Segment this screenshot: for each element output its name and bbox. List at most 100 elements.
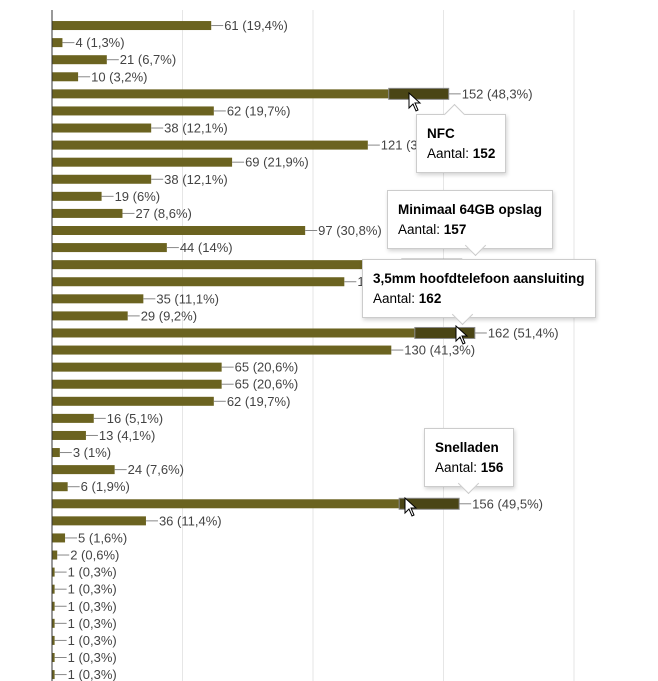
bar[interactable] [52, 140, 368, 150]
bar[interactable] [52, 516, 146, 526]
bar[interactable] [52, 328, 475, 338]
data-label: 1 (0,3%) [68, 667, 117, 681]
data-label: 156 (49,5%) [472, 496, 543, 511]
bar[interactable] [52, 499, 460, 509]
bar[interactable] [52, 72, 79, 82]
data-label: 1 (0,3%) [68, 582, 117, 597]
tooltip-value: 156 [480, 460, 504, 475]
tooltip-title: Snelladen [435, 440, 499, 455]
data-label: 1 (0,3%) [68, 633, 117, 648]
data-label: 24 (7,6%) [128, 462, 184, 477]
data-label: 152 (48,3%) [462, 86, 533, 101]
data-label: 69 (21,9%) [245, 155, 309, 170]
tooltip-value-label: Aantal: [427, 146, 470, 161]
bar[interactable] [52, 260, 462, 270]
bar[interactable] [52, 106, 214, 116]
data-label: 2 (0,6%) [70, 548, 119, 563]
tooltip-hoofdtelefoon-aansluiting: 3,5mm hoofdtelefoon aansluiting Aantal: … [362, 259, 596, 326]
bar[interactable] [52, 550, 58, 560]
data-label: 38 (12,1%) [164, 172, 228, 187]
bar[interactable] [52, 584, 55, 594]
bar[interactable] [52, 533, 66, 543]
bar[interactable] [52, 157, 233, 167]
data-label: 65 (20,6%) [235, 360, 299, 375]
data-label: 10 (3,2%) [91, 69, 147, 84]
data-label: 97 (30,8%) [318, 223, 382, 238]
tooltip-value-row: Aantal: 152 [427, 144, 495, 164]
tooltip-value-label: Aantal: [373, 291, 416, 306]
data-label: 35 (11,1%) [156, 291, 219, 306]
bar[interactable] [52, 21, 212, 31]
bar[interactable] [52, 618, 55, 628]
bar[interactable] [52, 277, 345, 287]
data-label: 3 (1%) [73, 445, 111, 460]
bar[interactable] [52, 670, 55, 680]
bar[interactable] [52, 448, 60, 458]
tooltip-title: 3,5mm hoofdtelefoon aansluiting [373, 271, 585, 286]
tooltip-value: 162 [418, 291, 442, 306]
data-label: 130 (41,3%) [404, 343, 475, 358]
mouse-pointer-icon [455, 325, 469, 345]
bar[interactable] [52, 567, 55, 577]
data-label: 1 (0,3%) [68, 599, 117, 614]
data-label: 29 (9,2%) [141, 308, 197, 323]
data-label: 21 (6,7%) [120, 52, 176, 67]
tooltip-value-label: Aantal: [398, 222, 441, 237]
data-label: 162 (51,4%) [488, 325, 559, 340]
bar[interactable] [52, 482, 68, 492]
tooltip-value-label: Aantal: [435, 460, 478, 475]
bar[interactable] [52, 379, 222, 389]
data-label: 1 (0,3%) [68, 650, 117, 665]
data-label: 61 (19,4%) [224, 18, 288, 33]
bar[interactable] [52, 208, 123, 218]
bar[interactable] [52, 243, 167, 253]
bar[interactable] [52, 191, 102, 201]
bar[interactable] [52, 653, 55, 662]
data-label: 38 (12,1%) [164, 121, 228, 136]
data-label: 62 (19,7%) [227, 394, 291, 409]
data-label: 19 (6%) [115, 189, 161, 204]
tooltip-title: Minimaal 64GB opslag [398, 202, 543, 217]
data-label: 5 (1,6%) [78, 530, 127, 545]
bars [52, 21, 476, 680]
data-label: 62 (19,7%) [227, 103, 291, 118]
data-label: 65 (20,6%) [235, 377, 299, 392]
data-label: 4 (1,3%) [75, 35, 124, 50]
bar[interactable] [52, 396, 214, 406]
data-label: 6 (1,9%) [81, 479, 130, 494]
bar[interactable] [52, 635, 55, 645]
tooltip-value: 152 [472, 146, 496, 161]
bar[interactable] [52, 413, 94, 423]
tooltip-minimaal-64gb-opslag: Minimaal 64GB opslag Aantal: 157 [387, 190, 554, 257]
bar[interactable] [52, 89, 449, 99]
tooltip-snelladen: Snelladen Aantal: 156 [424, 428, 515, 495]
tooltip-value-row: Aantal: 162 [373, 289, 585, 309]
data-label: 27 (8,6%) [135, 206, 191, 221]
tooltip-value: 157 [443, 222, 467, 237]
data-label: 44 (14%) [180, 240, 233, 255]
tooltip-value-row: Aantal: 157 [398, 220, 542, 240]
bar[interactable] [52, 362, 222, 372]
bar[interactable] [52, 345, 392, 355]
data-label: 36 (11,4%) [159, 513, 222, 528]
bar[interactable] [52, 465, 115, 475]
mouse-pointer-icon [404, 497, 418, 517]
bar[interactable] [52, 601, 55, 611]
bar[interactable] [52, 430, 86, 440]
tooltip-value-row: Aantal: 156 [435, 458, 503, 478]
bar[interactable] [52, 55, 107, 65]
bar[interactable] [52, 123, 152, 133]
bar[interactable] [52, 38, 63, 48]
data-label: 1 (0,3%) [68, 565, 117, 580]
bar[interactable] [52, 174, 152, 184]
mouse-pointer-icon [408, 92, 422, 112]
bar[interactable] [52, 294, 144, 304]
data-label: 16 (5,1%) [107, 411, 163, 426]
tooltip-title: NFC [427, 126, 455, 141]
data-label: 13 (4,1%) [99, 428, 155, 443]
tooltip-nfc: NFC Aantal: 152 [416, 103, 507, 173]
data-label: 1 (0,3%) [68, 616, 117, 631]
bar[interactable] [52, 226, 306, 235]
bar[interactable] [52, 311, 128, 321]
